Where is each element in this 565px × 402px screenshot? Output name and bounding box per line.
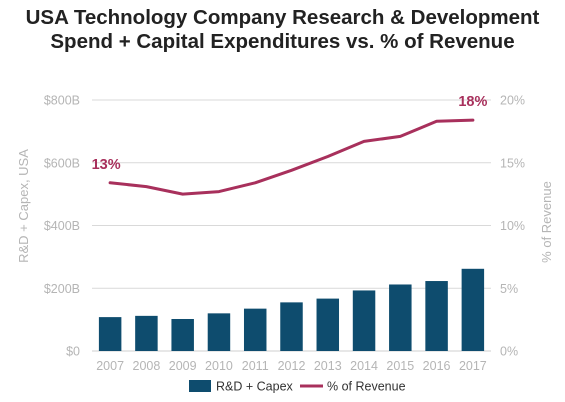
bar-rd-capex: [135, 315, 158, 351]
y-tick-label-left: $600B: [44, 156, 80, 170]
line-series: [108, 118, 475, 196]
y-tick-label-left: $0: [66, 345, 80, 359]
bar-rd-capex: [389, 284, 412, 351]
x-tick-label: 2007: [96, 359, 124, 373]
x-tick-label: 2013: [314, 359, 342, 373]
bar-rd-capex: [352, 290, 376, 351]
bar-rd-capex: [316, 298, 340, 351]
chart-title-line-2: Spend + Capital Expenditures vs. % of Re…: [50, 30, 515, 53]
legend-label-line: % of Revenue: [327, 380, 406, 394]
legend-swatch-bar: [189, 380, 211, 392]
y-tick-label-right: 10%: [500, 219, 525, 233]
data-label-pct: 18%: [458, 94, 487, 110]
x-tick-label: 2017: [459, 359, 487, 373]
y-axis-label-left: R&D + Capex, USA: [16, 149, 31, 263]
bar-rd-capex: [280, 302, 303, 351]
bar-rd-capex: [171, 318, 194, 351]
y-tick-label-right: 15%: [500, 156, 525, 170]
y-tick-label-left: $200B: [44, 282, 80, 296]
x-tick-label: 2009: [169, 359, 197, 373]
tick-labels: $0 $200B $400B $600B $800B 0% 5% 10% 15% 20% 2007 2…: [44, 94, 525, 374]
bar-rd-capex: [425, 281, 448, 351]
x-tick-label: 2012: [278, 359, 306, 373]
x-tick-label: 2011: [242, 359, 269, 373]
chart-title-line-1: USA Technology Company Research & Develo…: [25, 6, 540, 29]
y-tick-label-right: 0%: [500, 345, 518, 359]
bar-rd-capex: [243, 308, 267, 351]
bar-rd-capex: [98, 317, 122, 351]
x-tick-label: 2014: [350, 359, 378, 373]
x-tick-label: 2010: [205, 359, 233, 373]
annotations: 13% 18%: [92, 94, 488, 173]
chart-title: USA Technology Company Research & Develo…: [0, 6, 565, 54]
legend: R&D + Capex % of Revenue: [189, 380, 406, 394]
y-tick-label-right: 5%: [500, 282, 518, 296]
bar-rd-capex: [461, 268, 485, 351]
bar-rd-capex: [207, 313, 231, 351]
y-tick-label-right: 20%: [500, 94, 525, 108]
x-tick-label: 2008: [133, 359, 161, 373]
y-tick-label-left: $400B: [44, 219, 80, 233]
y-tick-label-left: $800B: [44, 94, 80, 108]
line-pct-revenue: [108, 118, 475, 196]
x-tick-label: 2015: [386, 359, 414, 373]
x-tick-label: 2016: [423, 359, 451, 373]
data-label-pct: 13%: [92, 157, 121, 173]
legend-label-bar: R&D + Capex: [216, 380, 294, 394]
y-axis-label-right: % of Revenue: [539, 181, 554, 263]
bar-series: [98, 268, 485, 351]
